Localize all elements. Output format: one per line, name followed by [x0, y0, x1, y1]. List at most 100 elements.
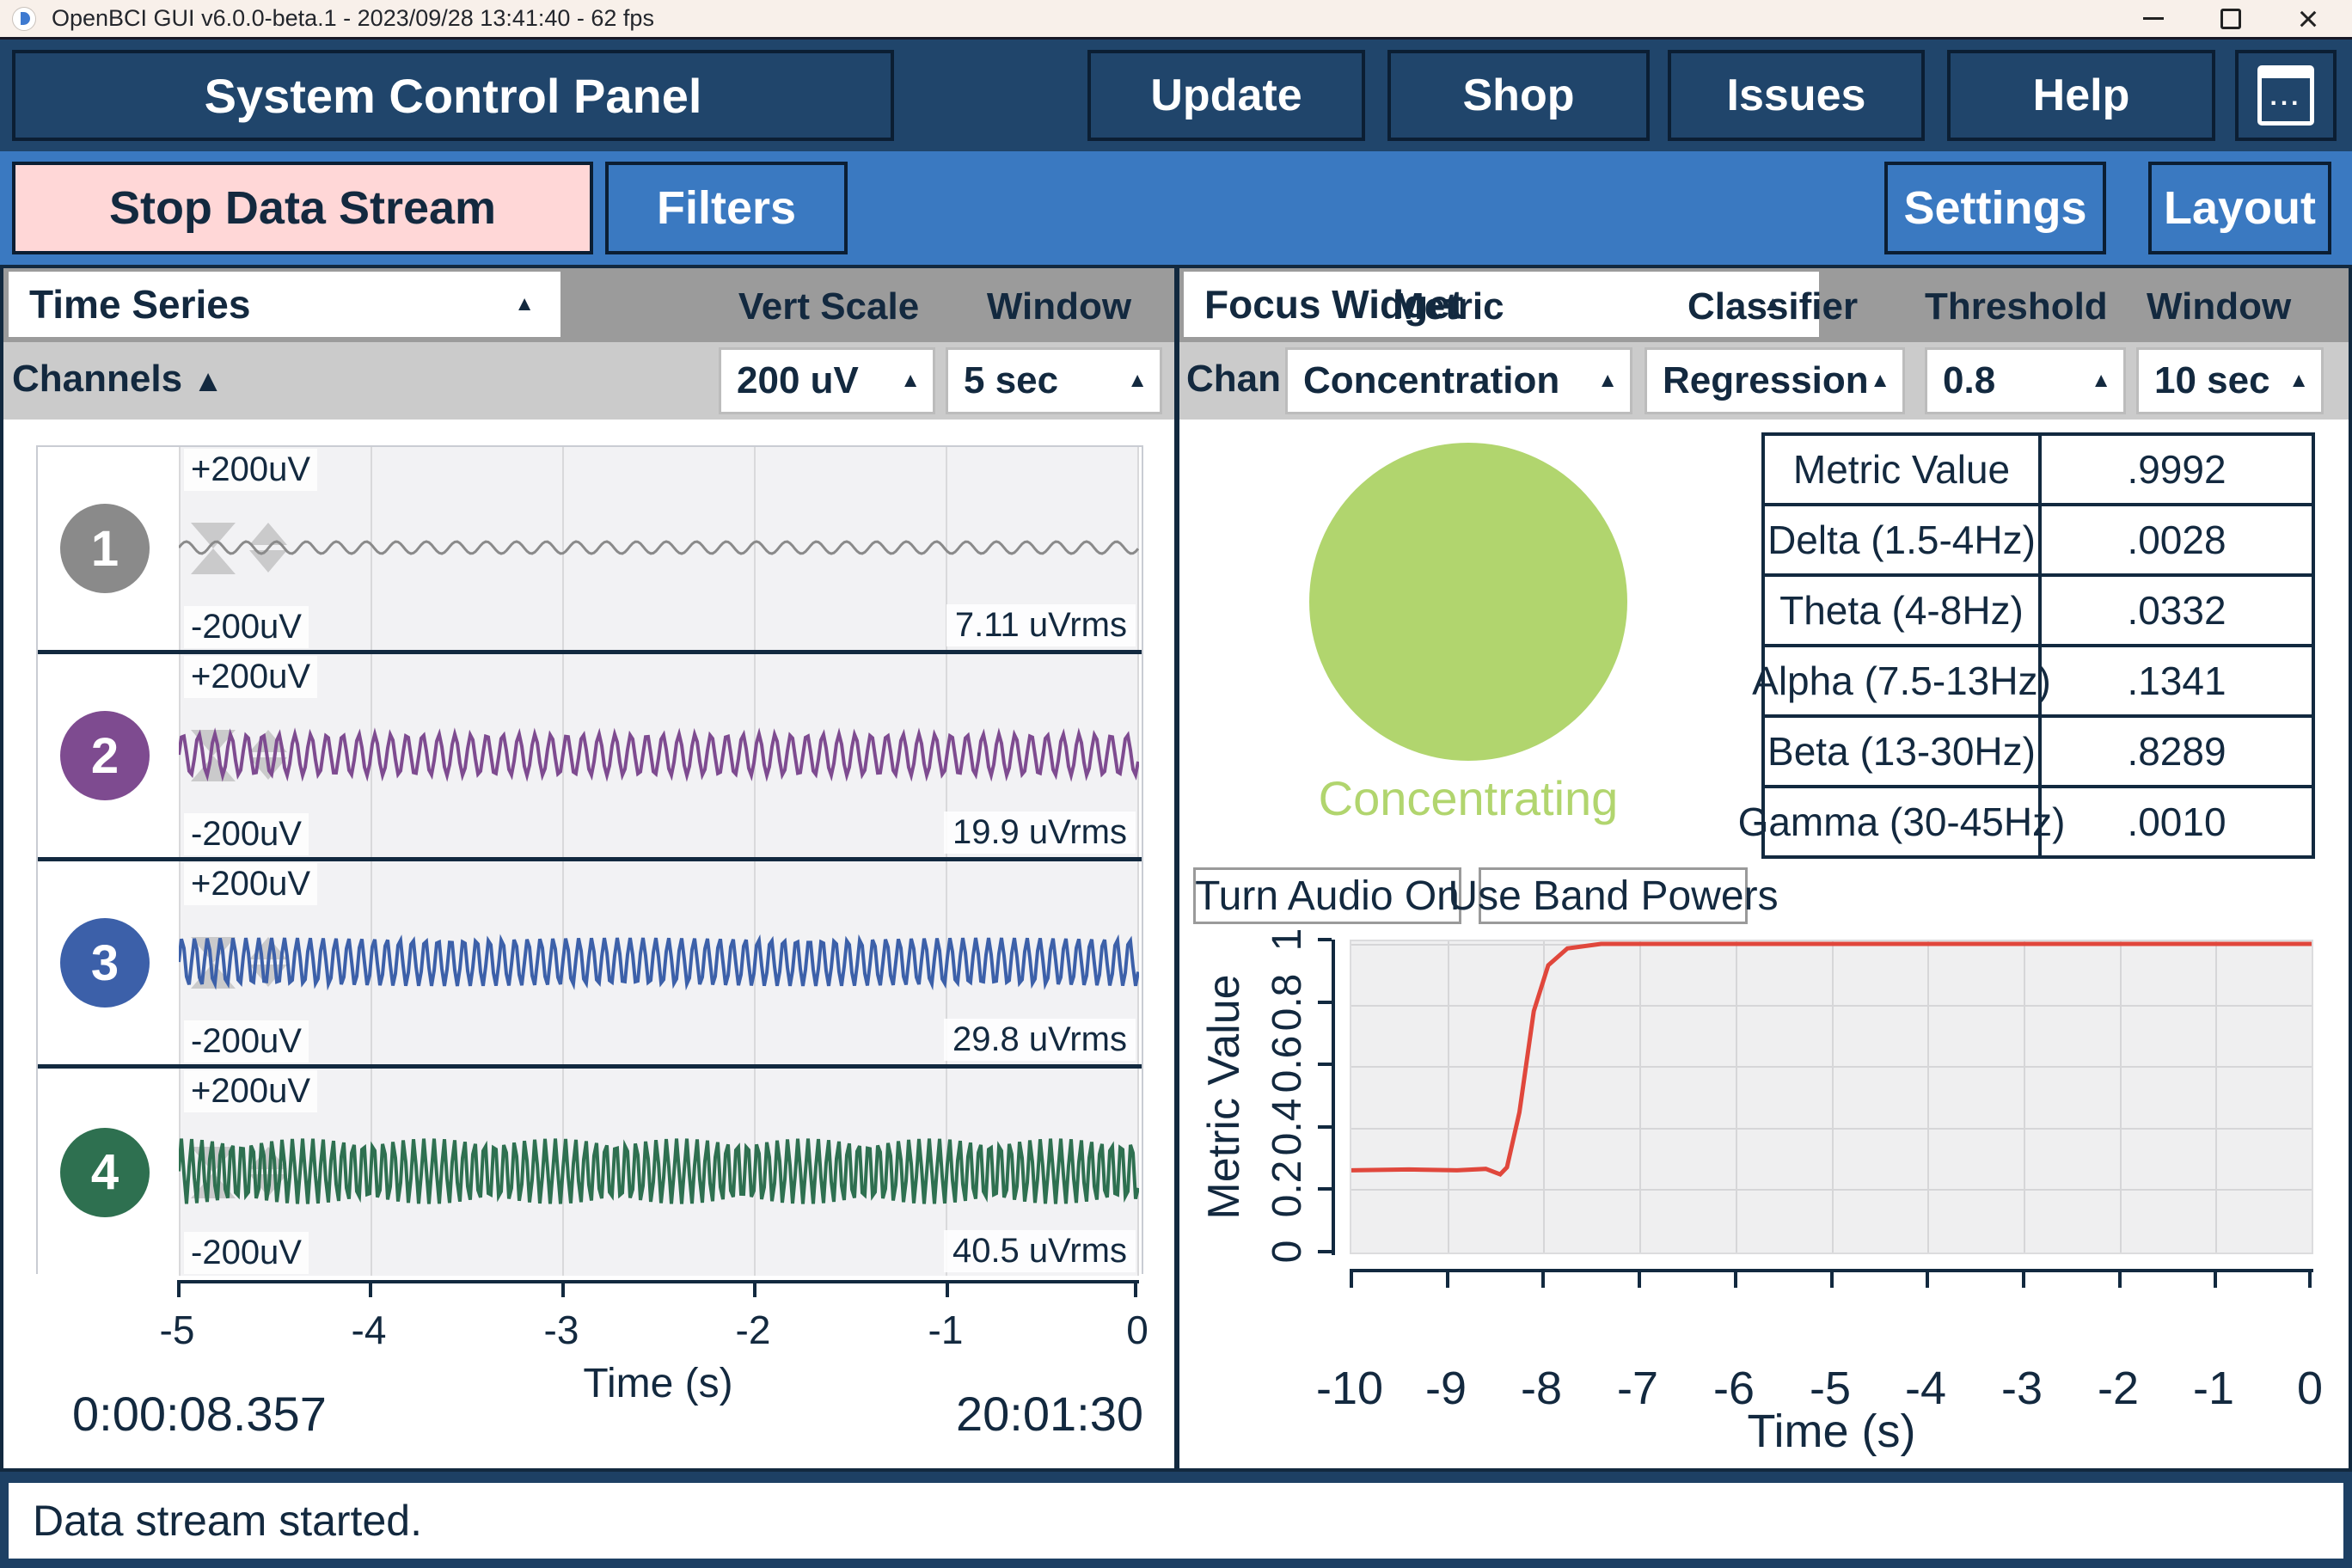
channels-toggle[interactable]: Channels ▲ — [12, 358, 224, 400]
band-value-cell: .9992 — [2127, 447, 2226, 492]
axis-tick — [946, 1283, 949, 1297]
axis-tick — [2118, 1272, 2122, 1288]
gridline — [1639, 941, 1641, 1253]
system-control-panel-button[interactable]: System Control Panel — [12, 50, 894, 141]
focus-window-label: Window — [2147, 285, 2292, 328]
axis-tick — [177, 1283, 181, 1297]
band-value-cell: .0332 — [2127, 588, 2226, 633]
threshold-dropdown[interactable]: 0.8 ▲ — [1925, 347, 2126, 414]
vert-scale-label: Vert Scale — [738, 285, 920, 328]
layout-button[interactable]: Layout — [2148, 162, 2331, 254]
gridline — [371, 447, 372, 650]
axis-tick — [1318, 1187, 1332, 1191]
waveform-channel-2 — [179, 727, 1139, 782]
window-controls: × — [2116, 0, 2345, 37]
axis-tick — [2308, 1272, 2312, 1288]
table-row: Delta (1.5-4Hz) .0028 — [1765, 506, 2312, 577]
axis-tick — [753, 1283, 756, 1297]
chevron-up-icon: ▲ — [1597, 369, 1618, 392]
close-button[interactable]: × — [2271, 0, 2345, 37]
axis-tick — [1350, 1272, 1353, 1288]
time-series-x-axis — [177, 1280, 1139, 1297]
stop-data-stream-button[interactable]: Stop Data Stream — [12, 162, 593, 254]
waveform-channel-3 — [179, 934, 1139, 991]
gridline — [2120, 941, 2122, 1253]
window-dropdown[interactable]: 5 sec ▲ — [946, 347, 1162, 414]
channel-plot: +200uV -200uV 7.11 uVrms — [179, 447, 1139, 650]
y-min-label: -200uV — [184, 813, 309, 855]
y-min-label: -200uV — [184, 1020, 309, 1063]
gridline — [179, 1069, 181, 1276]
chevron-up-icon: ▲ — [514, 292, 535, 315]
settings-button[interactable]: Settings — [1884, 162, 2106, 254]
console-log-button[interactable]: ... — [2235, 50, 2337, 141]
axis-tick — [1318, 1125, 1332, 1129]
axis-tick-label: -10 — [1315, 1363, 1384, 1414]
issues-button[interactable]: Issues — [1668, 50, 1925, 141]
gridline — [946, 447, 947, 650]
shop-button[interactable]: Shop — [1387, 50, 1650, 141]
axis-tick — [561, 1283, 565, 1297]
gridline — [1137, 861, 1139, 1064]
metric-dropdown[interactable]: Concentration ▲ — [1285, 347, 1632, 414]
axis-tick-label: -2 — [735, 1308, 771, 1352]
axis-tick — [369, 1283, 372, 1297]
focus-metric-plot — [1350, 940, 2313, 1254]
axis-tick-label: -4 — [1904, 1363, 1946, 1414]
restore-button[interactable] — [2194, 1, 2268, 37]
classifier-label: Classifier — [1687, 285, 1859, 328]
metric-label: Metric — [1393, 285, 1504, 328]
console-window-icon: ... — [2257, 65, 2314, 126]
focus-x-axis-label: Time (s) — [1747, 1406, 1916, 1457]
focus-widget-dropdown[interactable]: Focus Widget ▲ — [1184, 272, 1819, 337]
time-series-x-axis-label: Time (s) — [583, 1361, 733, 1406]
channels-arrow-icon: ▲ — [193, 363, 224, 398]
band-label-cell: Metric Value — [1765, 436, 2042, 503]
channel-number-badge: 1 — [60, 504, 150, 593]
chevron-up-icon: ▲ — [2091, 369, 2111, 392]
band-label-cell: Gamma (30-45Hz) — [1738, 788, 2065, 855]
focus-window-dropdown[interactable]: 10 sec ▲ — [2136, 347, 2324, 414]
help-button[interactable]: Help — [1947, 50, 2215, 141]
rms-value: 40.5 uVrms — [943, 1230, 1136, 1272]
axis-tick-label: 0 — [2296, 1363, 2324, 1414]
axis-tick — [1318, 1250, 1332, 1253]
use-band-powers-button[interactable]: Use Band Powers — [1448, 867, 1779, 924]
axis-tick — [1541, 1272, 1545, 1288]
time-series-widget-dropdown[interactable]: Time Series ▲ — [9, 272, 560, 337]
focus-state-circle — [1309, 443, 1627, 761]
y-max-label: +200uV — [184, 449, 318, 491]
restore-icon — [2220, 3, 2245, 29]
metric-value-line — [1351, 941, 2312, 1178]
axis-tick — [1734, 1272, 1737, 1288]
chevron-up-icon: ▲ — [2288, 369, 2309, 392]
gridline — [1832, 941, 1834, 1253]
channel-plot: +200uV -200uV 29.8 uVrms — [179, 861, 1139, 1064]
vert-scale-dropdown[interactable]: 200 uV ▲ — [719, 347, 935, 414]
rms-value: 7.11 uVrms — [946, 604, 1136, 646]
band-value-cell: .0028 — [2127, 518, 2226, 562]
band-value-cell: .0010 — [2127, 799, 2226, 844]
gridline — [2024, 941, 2025, 1253]
status-message: Data stream started. — [9, 1483, 2343, 1559]
axis-tick-label: -4 — [351, 1308, 387, 1352]
y-max-label: +200uV — [184, 863, 318, 905]
classifier-dropdown[interactable]: Regression ▲ — [1645, 347, 1905, 414]
channel-row: 1 +200uV -200uV 7.11 uVrms — [38, 447, 1142, 654]
axis-tick — [1638, 1272, 1641, 1288]
gridline — [1351, 1005, 2312, 1007]
axis-tick-label: -3 — [2000, 1363, 2043, 1414]
minimize-button[interactable] — [2116, 1, 2190, 37]
gridline — [754, 447, 756, 650]
diamond-icon[interactable] — [249, 523, 287, 574]
filters-button[interactable]: Filters — [605, 162, 848, 254]
axis-tick-label: -8 — [1520, 1363, 1562, 1414]
minimize-icon — [2143, 17, 2164, 20]
focus-y-axis — [1332, 940, 1335, 1255]
update-button[interactable]: Update — [1087, 50, 1365, 141]
chevron-up-icon: ▲ — [1870, 369, 1890, 392]
turn-audio-on-button[interactable]: Turn Audio On — [1193, 867, 1461, 924]
axis-tick — [1318, 1063, 1332, 1066]
gridline — [1137, 1069, 1139, 1276]
widget-divider — [1174, 265, 1179, 1472]
